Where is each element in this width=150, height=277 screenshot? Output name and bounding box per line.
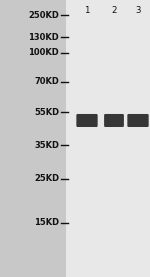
- Text: 3: 3: [135, 6, 141, 15]
- Text: 35KD: 35KD: [34, 141, 59, 150]
- Text: 55KD: 55KD: [34, 108, 59, 117]
- Text: 70KD: 70KD: [34, 77, 59, 86]
- Text: 130KD: 130KD: [28, 33, 59, 42]
- FancyBboxPatch shape: [76, 114, 98, 127]
- Text: 1: 1: [84, 6, 90, 15]
- Text: 2: 2: [111, 6, 117, 15]
- Text: 15KD: 15KD: [34, 219, 59, 227]
- Text: 250KD: 250KD: [28, 11, 59, 20]
- FancyBboxPatch shape: [127, 114, 149, 127]
- Text: 100KD: 100KD: [28, 48, 59, 57]
- Text: 25KD: 25KD: [34, 174, 59, 183]
- Bar: [66, 0, 150, 277]
- FancyBboxPatch shape: [104, 114, 124, 127]
